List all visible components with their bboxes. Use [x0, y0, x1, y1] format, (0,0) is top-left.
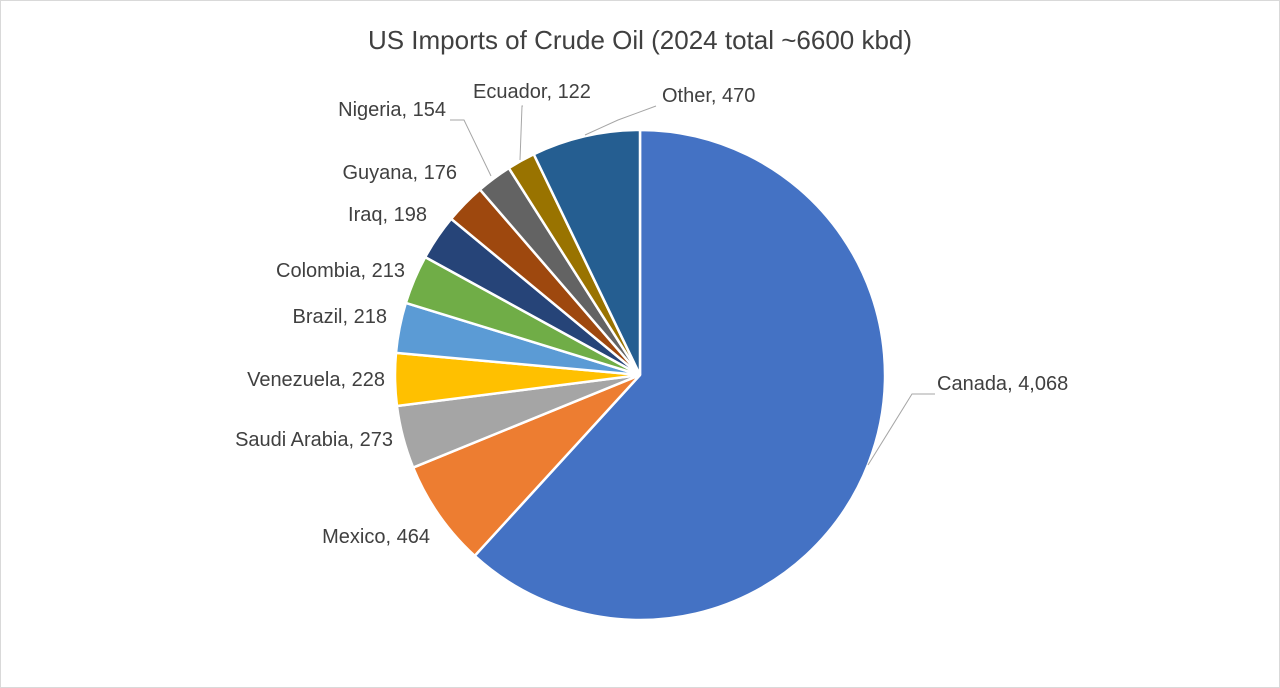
data-label: Mexico, 464: [322, 526, 430, 548]
label-category: Venezuela: [247, 369, 341, 391]
label-value: 213: [372, 260, 405, 282]
label-category: Saudi Arabia: [235, 429, 349, 451]
label-separator: ,: [1007, 373, 1018, 395]
label-value: 228: [352, 369, 385, 391]
label-separator: ,: [546, 81, 557, 103]
data-label: Other, 470: [662, 85, 755, 107]
label-value: 176: [424, 162, 457, 184]
label-value: 198: [394, 204, 427, 226]
data-label: Ecuador, 122: [473, 81, 591, 103]
data-label: Saudi Arabia, 273: [235, 429, 393, 451]
label-category: Guyana: [342, 162, 413, 184]
label-value: 218: [354, 306, 387, 328]
leader-line: [450, 119, 492, 177]
label-category: Mexico: [322, 526, 385, 548]
data-label: Nigeria, 154: [338, 99, 446, 121]
label-separator: ,: [343, 306, 354, 328]
label-category: Iraq: [348, 204, 382, 226]
label-category: Colombia: [276, 260, 361, 282]
label-category: Nigeria: [338, 99, 402, 121]
label-separator: ,: [361, 260, 372, 282]
label-separator: ,: [383, 204, 394, 226]
pie-slice: [532, 128, 642, 376]
label-value: 464: [397, 526, 430, 548]
label-category: Other: [662, 85, 712, 107]
label-category: Brazil: [292, 306, 342, 328]
data-label: Colombia, 213: [276, 260, 405, 282]
label-separator: ,: [413, 162, 424, 184]
label-value: 470: [722, 85, 755, 107]
data-label: Guyana, 176: [342, 162, 457, 184]
leader-line: [867, 393, 935, 466]
label-value: 4,068: [1018, 373, 1068, 395]
label-separator: ,: [711, 85, 722, 107]
data-label: Brazil, 218: [292, 306, 387, 328]
pie-slice: [411, 373, 641, 558]
leader-line: [519, 105, 523, 161]
label-separator: ,: [402, 99, 413, 121]
label-separator: ,: [386, 526, 397, 548]
data-label: Canada, 4,068: [937, 373, 1068, 395]
label-category: Ecuador: [473, 81, 548, 103]
data-label: Iraq, 198: [348, 204, 427, 226]
data-label: Venezuela, 228: [247, 369, 385, 391]
leader-line: [584, 105, 657, 136]
label-value: 154: [413, 99, 446, 121]
label-separator: ,: [349, 429, 360, 451]
label-value: 122: [558, 81, 591, 103]
label-category: Canada: [937, 373, 1008, 395]
label-value: 273: [360, 429, 393, 451]
label-separator: ,: [341, 369, 352, 391]
chart-title: US Imports of Crude Oil (2024 total ~660…: [368, 25, 912, 55]
